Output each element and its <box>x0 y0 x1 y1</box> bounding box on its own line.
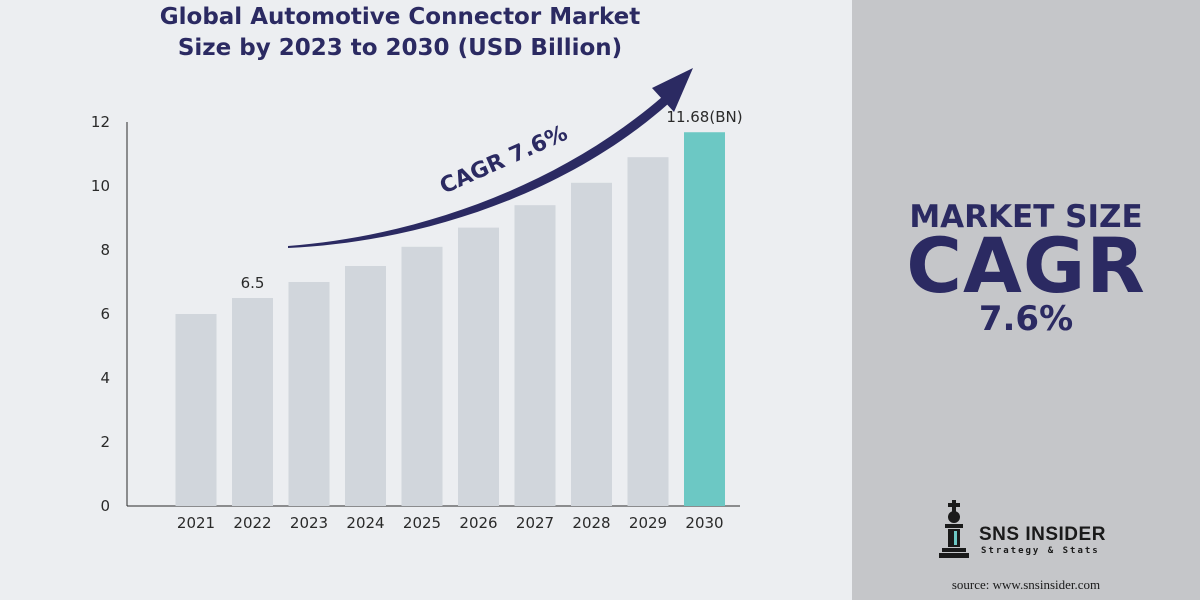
chart-title-line-1: Global Automotive Connector Market <box>159 4 641 30</box>
chart-title-line-2: Size by 2023 to 2030 (USD Billion) <box>177 35 623 61</box>
x-tick-label: 2023 <box>290 514 328 532</box>
y-tick-labels: 0 2 4 6 8 10 12 <box>91 113 110 515</box>
logo-tagline: Strategy & Stats <box>981 546 1100 556</box>
market-size-label: MARKET SIZE <box>909 199 1143 235</box>
y-tick-label: 4 <box>100 369 110 387</box>
y-tick-label: 6 <box>100 305 110 323</box>
bar-2025 <box>401 246 443 507</box>
source-text: source: www.snsinsider.com <box>951 577 1101 592</box>
chess-king-icon <box>939 500 969 558</box>
x-tick-labels: 2021 2022 2023 2024 2025 2026 2027 2028 2029 2030 <box>177 514 724 532</box>
data-labels: 6.5 11.68(BN) <box>241 108 743 292</box>
x-tick-label: 2024 <box>346 514 384 532</box>
cagr-big-label: CAGR <box>906 221 1146 310</box>
bar-2028 <box>571 182 612 507</box>
x-tick-label: 2021 <box>177 514 215 532</box>
bar-2026 <box>458 227 499 506</box>
bar-2022 <box>232 298 273 506</box>
bars <box>175 132 725 507</box>
data-label-2022: 6.5 <box>241 274 265 292</box>
side-panel <box>852 0 1200 600</box>
data-label-2030: 11.68(BN) <box>666 108 742 126</box>
y-tick-label: 10 <box>91 177 110 195</box>
y-tick-label: 0 <box>100 497 110 515</box>
y-tick-label: 2 <box>100 433 110 451</box>
y-tick-label: 8 <box>100 241 110 259</box>
logo-name: SNS INSIDER <box>979 524 1106 545</box>
bar-2021 <box>175 314 217 506</box>
y-tick-label: 12 <box>91 113 110 131</box>
x-tick-label: 2026 <box>459 514 497 532</box>
x-tick-label: 2030 <box>685 514 723 532</box>
x-tick-label: 2022 <box>233 514 271 532</box>
sns-insider-logo: SNS INSIDER Strategy & Stats <box>937 500 1137 560</box>
bar-2030 <box>684 132 725 507</box>
cagr-arrow-head <box>652 68 693 112</box>
x-tick-label: 2025 <box>403 514 441 532</box>
x-tick-label: 2029 <box>629 514 667 532</box>
bar-2023 <box>288 282 330 506</box>
cagr-arrow <box>288 68 693 248</box>
bar-2024 <box>345 266 386 506</box>
cagr-value-label: 7.6% <box>978 299 1074 339</box>
bar-2027 <box>514 205 556 506</box>
x-tick-label: 2028 <box>572 514 610 532</box>
bar-2029 <box>627 157 669 506</box>
cagr-annotation: CAGR 7.6% <box>436 121 571 200</box>
x-tick-label: 2027 <box>516 514 554 532</box>
